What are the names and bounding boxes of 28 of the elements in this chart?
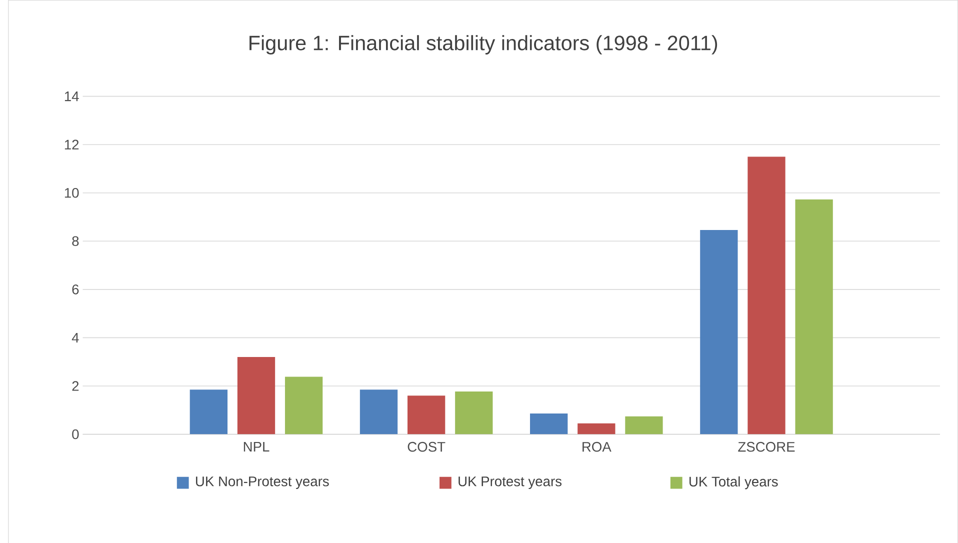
x-tick-label: ZSCORE bbox=[738, 442, 795, 452]
bar bbox=[284, 376, 323, 434]
y-tick-label: 6 bbox=[72, 284, 79, 294]
bar bbox=[578, 423, 616, 434]
y-tick-label: 14 bbox=[64, 91, 79, 101]
y-tick-label: 8 bbox=[72, 236, 79, 246]
y-tick-label: 4 bbox=[72, 332, 79, 342]
legend-label: UK Non-Protest years bbox=[196, 476, 329, 489]
x-tick-label: ROA bbox=[582, 442, 612, 452]
y-tick-label: 10 bbox=[64, 188, 79, 198]
x-tick-label: COST bbox=[408, 442, 446, 452]
bar bbox=[748, 156, 786, 434]
legend-label: UK Total years bbox=[690, 476, 778, 490]
bar bbox=[455, 391, 493, 434]
y-tick-label: 0 bbox=[72, 429, 79, 439]
bar bbox=[530, 413, 568, 434]
bar bbox=[625, 416, 663, 434]
legend-label: UK Protest years bbox=[458, 476, 562, 489]
bar bbox=[700, 230, 738, 434]
bar bbox=[190, 389, 228, 434]
bar bbox=[407, 395, 446, 434]
y-tick-label: 2 bbox=[72, 380, 79, 391]
x-tick-label: NPL bbox=[244, 442, 270, 452]
bar bbox=[360, 389, 398, 434]
chart-title: Figure 1: Financial stability indicators (1998 - 2011) bbox=[250, 34, 718, 54]
bar bbox=[795, 199, 833, 434]
bar bbox=[237, 356, 276, 434]
y-tick-label: 12 bbox=[64, 140, 79, 150]
